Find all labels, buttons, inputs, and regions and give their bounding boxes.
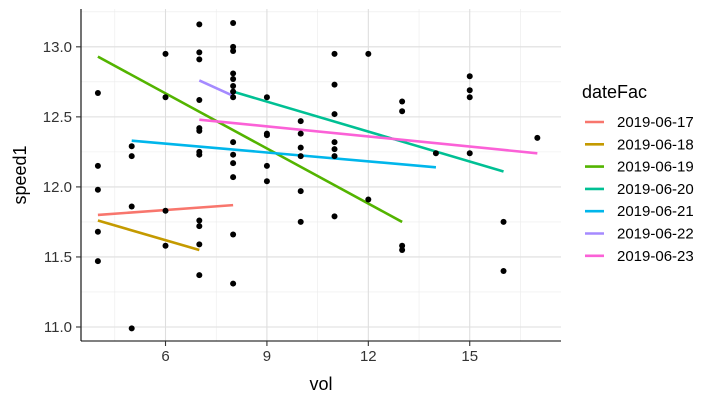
data-point bbox=[399, 98, 406, 105]
data-point bbox=[162, 207, 169, 214]
data-point bbox=[128, 325, 135, 332]
y-axis-title: speed1 bbox=[10, 145, 30, 204]
legend-title: dateFac bbox=[582, 82, 647, 102]
data-point bbox=[230, 88, 237, 95]
data-point bbox=[162, 94, 169, 101]
data-point bbox=[500, 267, 507, 274]
data-point bbox=[128, 203, 135, 210]
data-point bbox=[196, 272, 203, 279]
data-point bbox=[263, 94, 270, 101]
data-point bbox=[94, 162, 101, 169]
data-point bbox=[230, 94, 237, 101]
data-point bbox=[331, 213, 338, 220]
series-line-2019-06-21 bbox=[131, 139, 437, 169]
data-point bbox=[263, 178, 270, 185]
legend-label: 2019-06-20 bbox=[617, 181, 694, 198]
x-axis-title: vol bbox=[309, 374, 332, 394]
y-tick-label: 12.0 bbox=[43, 179, 72, 196]
data-point bbox=[399, 108, 406, 115]
data-point bbox=[196, 241, 203, 248]
data-point bbox=[230, 151, 237, 158]
data-point bbox=[230, 231, 237, 238]
data-point bbox=[230, 43, 237, 50]
x-tick-label: 12 bbox=[360, 348, 377, 365]
data-point bbox=[196, 217, 203, 224]
data-point bbox=[466, 94, 473, 101]
data-point bbox=[94, 258, 101, 265]
series-line-2019-06-19 bbox=[97, 55, 403, 224]
series-line-2019-06-22 bbox=[198, 79, 234, 98]
legend-label: 2019-06-18 bbox=[617, 136, 694, 153]
data-point bbox=[196, 49, 203, 56]
data-point bbox=[331, 139, 338, 146]
series-line-2019-06-23 bbox=[199, 118, 538, 155]
data-point bbox=[230, 48, 237, 55]
data-point bbox=[230, 160, 237, 167]
legend-label: 2019-06-22 bbox=[617, 226, 694, 243]
data-point bbox=[297, 144, 304, 151]
data-point bbox=[128, 143, 135, 150]
data-point bbox=[230, 280, 237, 287]
data-point bbox=[196, 56, 203, 63]
data-point bbox=[365, 50, 372, 57]
legend-label: 2019-06-19 bbox=[617, 159, 694, 176]
y-tick-label: 12.5 bbox=[43, 109, 72, 126]
data-point bbox=[297, 118, 304, 125]
data-point bbox=[196, 21, 203, 28]
data-point bbox=[230, 139, 237, 146]
data-point bbox=[263, 132, 270, 139]
data-point bbox=[399, 242, 406, 249]
data-point bbox=[230, 20, 237, 27]
data-point bbox=[331, 50, 338, 57]
data-point bbox=[399, 246, 406, 253]
data-point bbox=[331, 153, 338, 160]
y-tick-label: 11.0 bbox=[44, 319, 72, 336]
data-point bbox=[466, 87, 473, 94]
y-tick-label: 13.0 bbox=[43, 39, 72, 56]
data-point bbox=[162, 242, 169, 249]
axes: 6 9 12 15 11.0 11.5 12.0 12.5 13.0 bbox=[43, 9, 561, 365]
data-point bbox=[230, 70, 237, 77]
data-point bbox=[331, 81, 338, 88]
data-point bbox=[196, 151, 203, 158]
data-point bbox=[263, 162, 270, 169]
data-point bbox=[297, 218, 304, 225]
data-point bbox=[128, 153, 135, 160]
data-point bbox=[162, 50, 169, 57]
data-point bbox=[230, 174, 237, 181]
data-point bbox=[466, 73, 473, 80]
data-point bbox=[297, 153, 304, 160]
data-point bbox=[466, 150, 473, 157]
legend-label: 2019-06-17 bbox=[617, 114, 694, 131]
data-point bbox=[297, 130, 304, 137]
series-line-2019-06-18 bbox=[97, 219, 200, 252]
data-point bbox=[94, 186, 101, 193]
data-point bbox=[94, 90, 101, 97]
data-point bbox=[230, 83, 237, 90]
data-point bbox=[331, 146, 338, 153]
legend-label: 2019-06-21 bbox=[617, 203, 694, 220]
data-point bbox=[196, 223, 203, 230]
data-point bbox=[230, 76, 237, 83]
data-point bbox=[365, 196, 372, 203]
series-line-2019-06-20 bbox=[232, 90, 504, 173]
grid bbox=[81, 9, 561, 341]
data-point bbox=[534, 134, 541, 141]
data-points bbox=[94, 20, 541, 332]
y-tick-label: 11.5 bbox=[44, 249, 72, 266]
data-point bbox=[297, 188, 304, 195]
data-point bbox=[94, 228, 101, 235]
x-tick-label: 9 bbox=[263, 348, 271, 365]
data-point bbox=[196, 127, 203, 134]
data-point bbox=[432, 150, 439, 157]
trend-lines bbox=[97, 55, 538, 252]
x-tick-label: 6 bbox=[161, 348, 169, 365]
legend: dateFac 2019-06-17 2019-06-18 2019-06-19 20… bbox=[582, 82, 694, 265]
data-point bbox=[500, 218, 507, 225]
data-point bbox=[196, 97, 203, 104]
legend-label: 2019-06-23 bbox=[617, 248, 694, 265]
data-point bbox=[331, 111, 338, 118]
x-tick-label: 15 bbox=[461, 348, 478, 365]
